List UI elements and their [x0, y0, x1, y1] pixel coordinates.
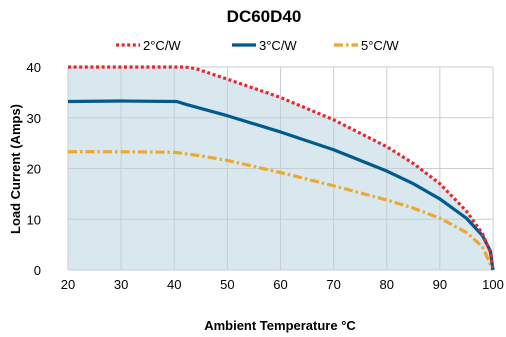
x-tick-label: 20 [61, 277, 75, 292]
series-line-2CW [68, 65, 495, 271]
y-axis-label: Load Current (Amps) [8, 104, 23, 234]
series-line-5CW [68, 150, 495, 271]
x-tick-label: 80 [380, 277, 394, 292]
x-tick-label: 60 [273, 277, 287, 292]
x-axis-label: Ambient Temperature °C [204, 318, 356, 333]
legend-label: 3°C/W [259, 38, 297, 53]
legend: 2°C/W 3°C/W 5°C/W [116, 38, 399, 53]
x-tick-label: 30 [114, 277, 128, 292]
y-tick-label: 20 [27, 162, 41, 177]
legend-label: 2°C/W [143, 38, 181, 53]
x-tick-label: 40 [167, 277, 181, 292]
x-tick-label: 90 [433, 277, 447, 292]
y-tick-label: 40 [27, 60, 41, 75]
chart-title: DC60D40 [227, 7, 302, 26]
plot-area: 20 30 40 50 60 70 80 90 100 0 10 20 30 40 [27, 60, 504, 292]
legend-label: 5°C/W [361, 38, 399, 53]
y-tick-label: 30 [27, 111, 41, 126]
x-tick-label: 70 [326, 277, 340, 292]
series-line-3CW [67, 99, 495, 271]
y-tick-label: 10 [27, 212, 41, 227]
y-tick-label: 0 [34, 263, 41, 278]
x-tick-label: 100 [482, 277, 504, 292]
x-tick-label: 50 [220, 277, 234, 292]
